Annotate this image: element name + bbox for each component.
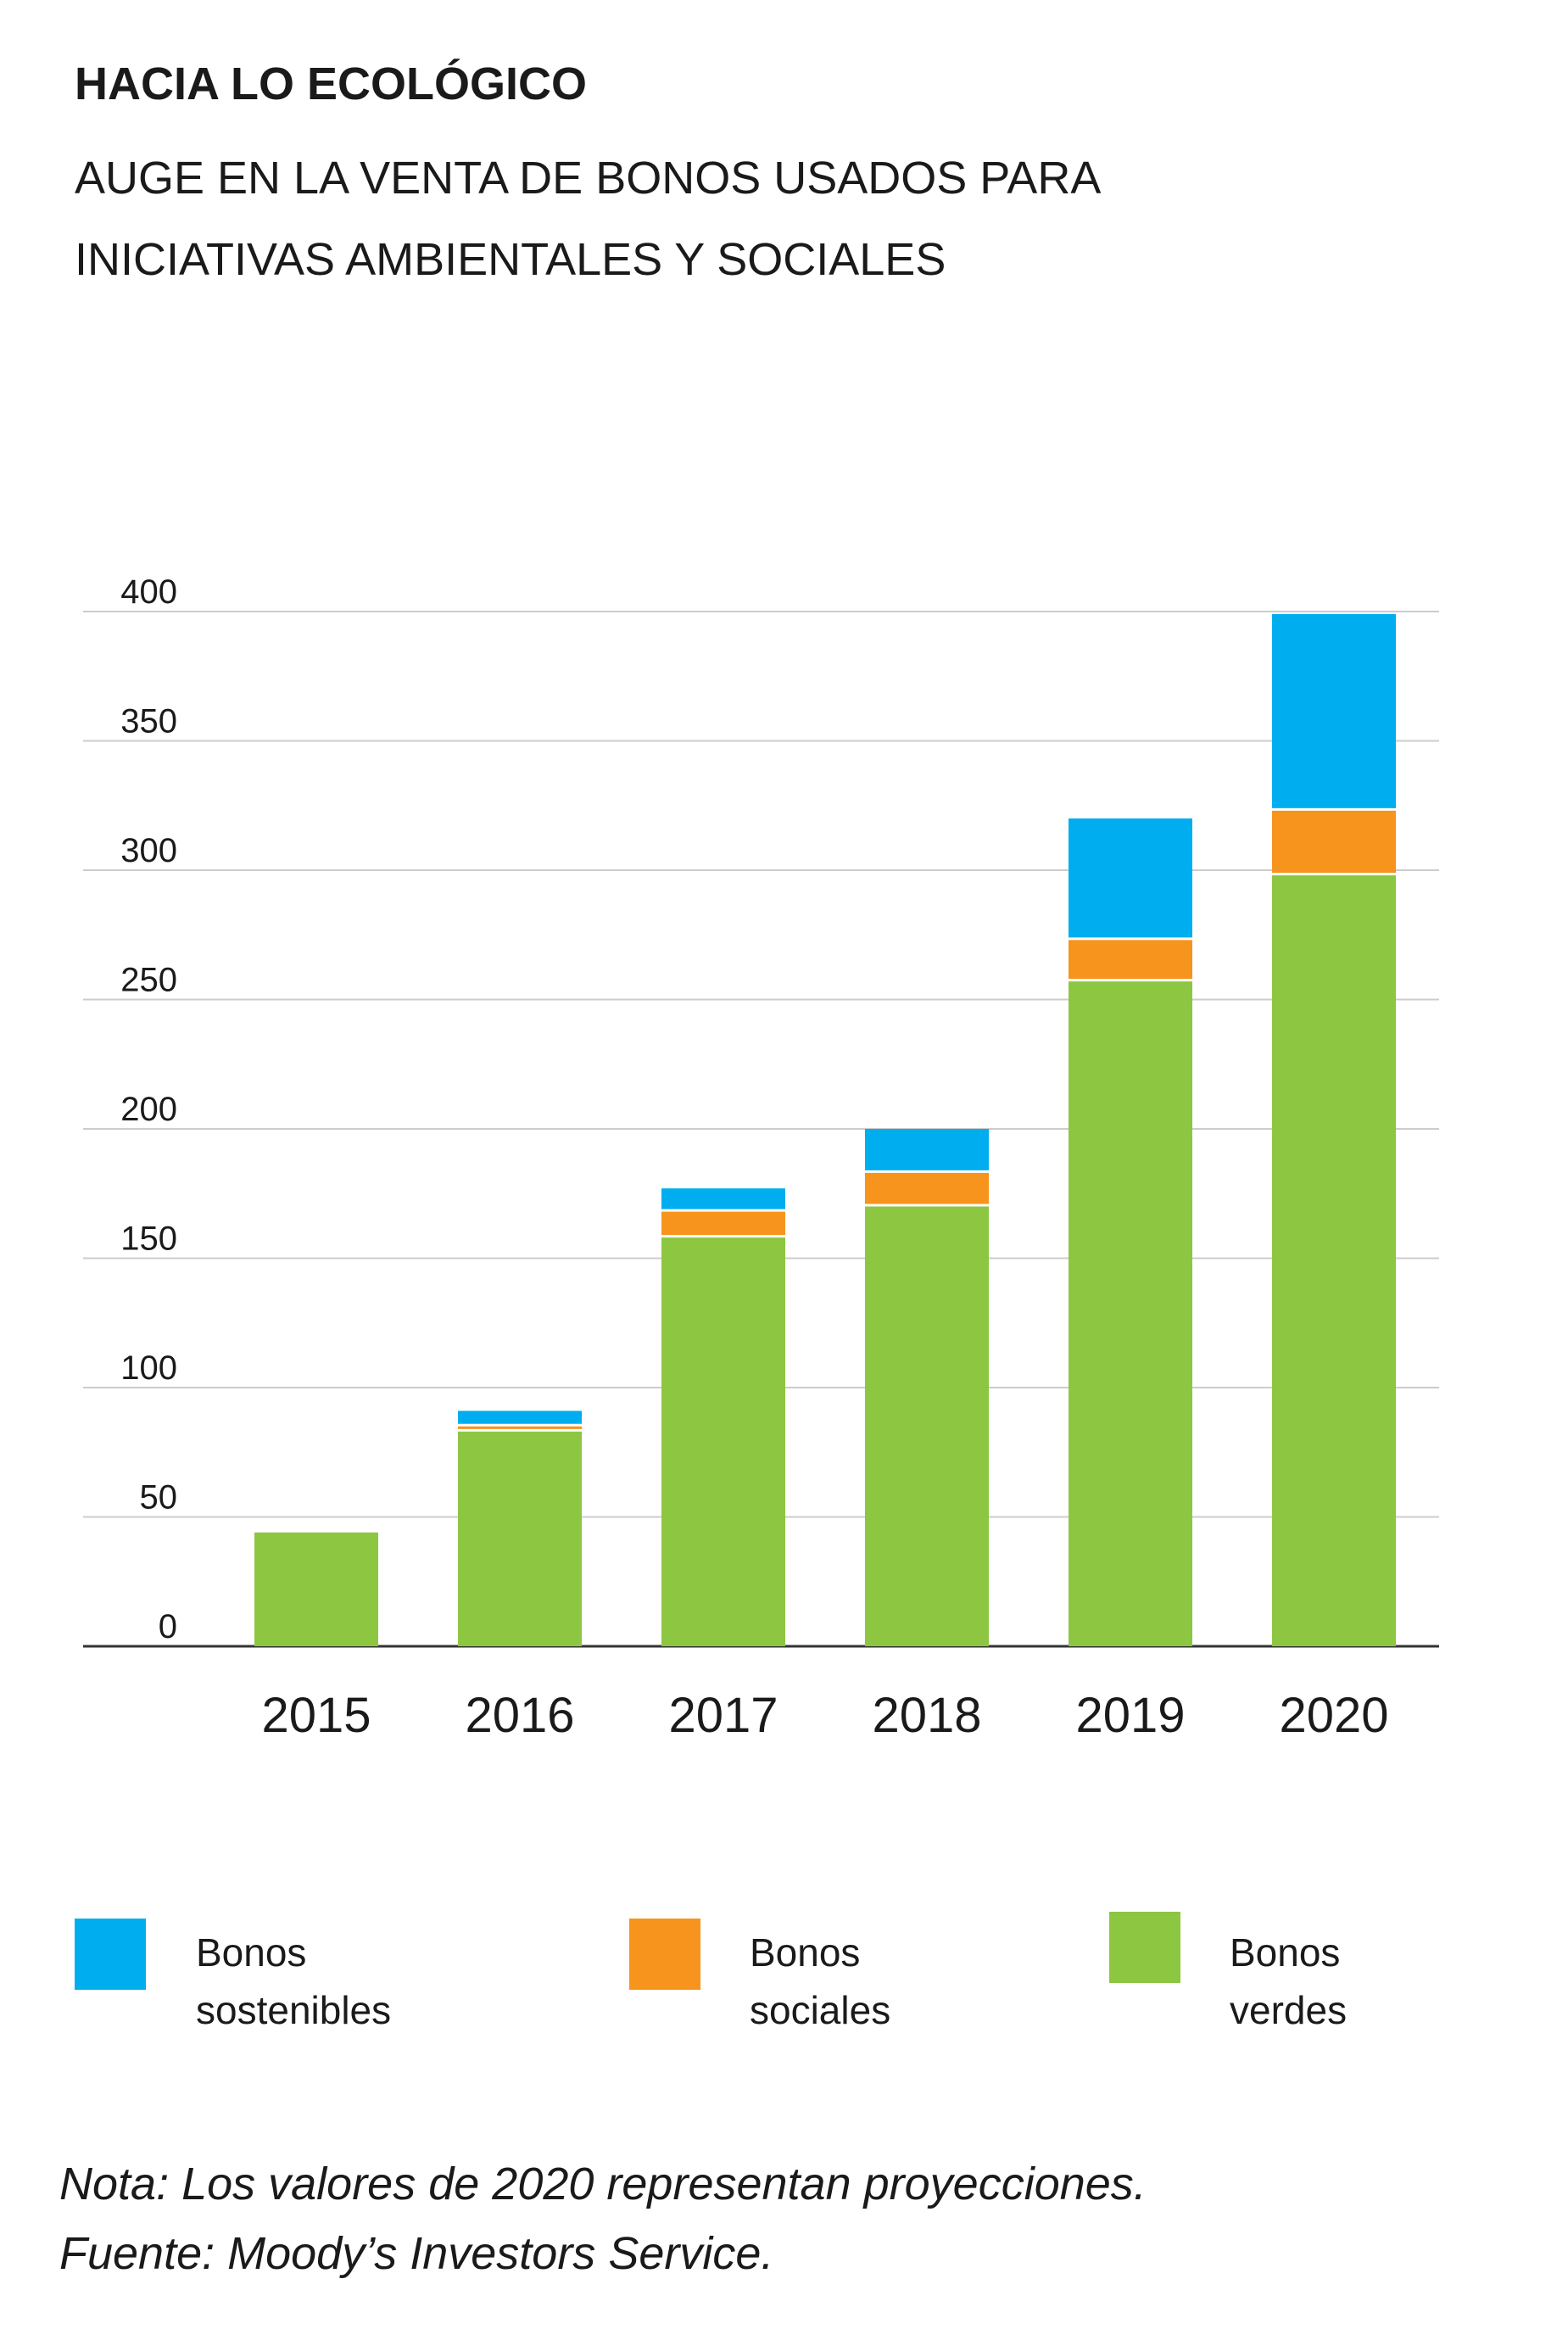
bar-bonos-verdes-2015 <box>254 1532 378 1646</box>
chart-title: HACIA LO ECOLÓGICO <box>75 59 587 109</box>
x-tick-label-2018: 2018 <box>872 1688 981 1743</box>
y-tick-label-300: 300 <box>120 832 177 869</box>
legend-label-sociales: Bonos sociales <box>750 1930 891 2032</box>
bar-bonos-verdes-2018 <box>865 1206 989 1646</box>
bar-bonos-verdes-2016 <box>458 1431 582 1646</box>
bar-bonos-verdes-2017 <box>661 1237 785 1646</box>
legend-swatch-sociales <box>629 1919 700 1990</box>
bar-bonos-sostenibles-2020 <box>1272 614 1396 808</box>
bar-bonos-sociales-2018 <box>865 1172 989 1204</box>
legend-label-verdes: Bonos verdes <box>1230 1930 1348 2032</box>
bar-bonos-sostenibles-2016 <box>458 1410 582 1424</box>
bar-bonos-sociales-2016 <box>458 1426 582 1429</box>
y-tick-label-100: 100 <box>120 1349 177 1387</box>
x-tick-label-2020: 2020 <box>1279 1688 1388 1743</box>
y-tick-label-50: 50 <box>140 1479 178 1517</box>
bar-bonos-verdes-2019 <box>1069 981 1192 1646</box>
bar-bonos-sostenibles-2019 <box>1069 818 1192 938</box>
y-tick-label-250: 250 <box>120 962 177 999</box>
y-tick-label-400: 400 <box>120 573 177 611</box>
x-tick-label-2019: 2019 <box>1075 1688 1185 1743</box>
bar-bonos-sociales-2017 <box>661 1211 785 1236</box>
legend-swatch-sostenibles <box>75 1919 146 1990</box>
bar-bonos-sociales-2019 <box>1069 940 1192 980</box>
x-tick-label-2017: 2017 <box>668 1688 778 1743</box>
x-tick-label-2015: 2015 <box>261 1688 371 1743</box>
x-tick-label-2016: 2016 <box>465 1688 574 1743</box>
y-tick-labels: 0 50 100 150 200 250 300 350 400 <box>120 573 177 1645</box>
chart-subtitle: AUGE EN LA VENTA DE BONOS USADOS PARA IN… <box>75 137 1431 300</box>
source-line: Fuente: Moody’s Investors Service. <box>59 2228 774 2279</box>
bar-stacks <box>254 614 1396 1646</box>
y-tick-label-150: 150 <box>120 1220 177 1258</box>
y-tick-label-200: 200 <box>120 1091 177 1128</box>
subtitle-line-1: AUGE EN LA VENTA DE BONOS USADOS PARA <box>75 153 1102 204</box>
x-tick-labels: 2015 2016 2017 2018 2019 2020 <box>261 1688 1388 1743</box>
footnote: Nota: Los valores de 2020 representan pr… <box>59 2159 1147 2209</box>
bar-bonos-sostenibles-2018 <box>865 1129 989 1170</box>
bar-bonos-sostenibles-2017 <box>661 1188 785 1209</box>
bar-bonos-sociales-2020 <box>1272 810 1396 874</box>
legend-label-sostenibles: Bonos sostenibles <box>196 1930 392 2032</box>
y-tick-label-350: 350 <box>120 703 177 740</box>
subtitle-line-2: INICIATIVAS AMBIENTALES Y SOCIALES <box>75 234 946 285</box>
y-tick-label-0: 0 <box>159 1608 177 1645</box>
bar-bonos-verdes-2020 <box>1272 875 1396 1646</box>
legend-swatch-verdes <box>1109 1912 1180 1983</box>
